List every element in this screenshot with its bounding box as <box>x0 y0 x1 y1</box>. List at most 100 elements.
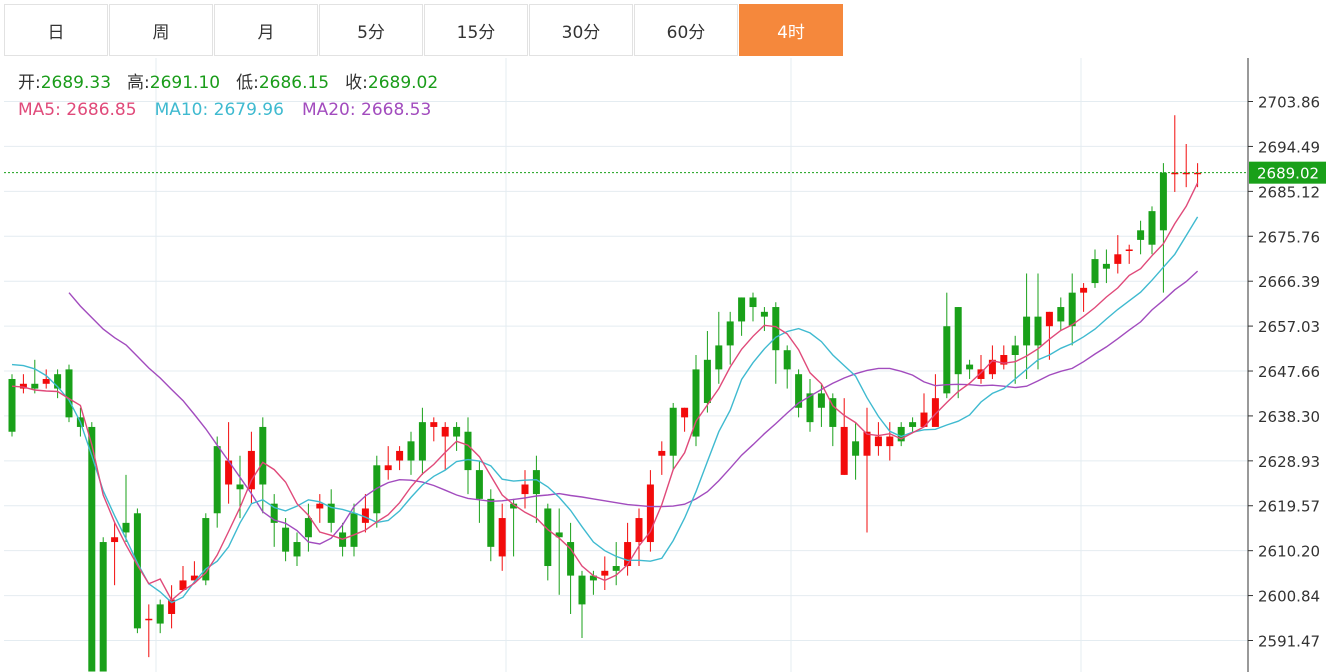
candle-body-66 <box>760 311 768 317</box>
low-label: 低: <box>236 73 259 93</box>
ma5-readout: MA5: 2686.85 <box>18 97 137 124</box>
candle-body-91 <box>1045 311 1053 327</box>
candle-body-71 <box>817 393 825 408</box>
tab-7[interactable]: 4时 <box>739 4 843 56</box>
price-tick-label-2: 2685.12 <box>1258 183 1320 201</box>
open-label: 开: <box>18 73 41 93</box>
chart-area[interactable]: 2703.86 2694.49 2685.12 2675.76 2666.39 2657.… <box>4 58 1326 672</box>
candle-body-0 <box>8 378 16 432</box>
candle-body-69 <box>795 374 803 408</box>
tab-6[interactable]: 60分 <box>634 4 738 56</box>
timeframe-tabs: 日周月 5分 15分 30分 60分 4时 <box>4 4 844 58</box>
candle-body-42 <box>487 498 495 547</box>
tab-1[interactable]: 周 <box>109 4 213 56</box>
candle-body-18 <box>213 446 221 514</box>
ma10-value: 2679.96 <box>213 100 284 120</box>
price-tick-label-10: 2610.20 <box>1258 543 1320 561</box>
close-value: 2689.02 <box>367 73 439 93</box>
price-tick-label-1: 2694.49 <box>1258 138 1320 156</box>
ohlc-row: 开: 2689.33 高: 2691.10 低: 2686.15 收: 2689… <box>18 70 454 97</box>
candle-body-89 <box>1023 316 1031 346</box>
candle-body-65 <box>749 297 757 308</box>
tab-2[interactable]: 月 <box>214 4 318 56</box>
candle-body-35 <box>407 441 415 461</box>
candle-body-8 <box>99 542 107 672</box>
candle-body-15 <box>179 580 187 591</box>
candle-body-3 <box>42 378 50 384</box>
candle-body-25 <box>293 542 301 557</box>
ma5-value: 2686.85 <box>66 100 137 120</box>
candle-body-34 <box>396 450 404 461</box>
candle-body-46 <box>532 470 540 495</box>
candle-body-17 <box>202 518 210 581</box>
candle-body-47 <box>544 508 552 567</box>
candle-body-19 <box>225 460 233 485</box>
candle-body-96 <box>1102 263 1110 269</box>
candle-body-45 <box>521 484 529 495</box>
candle-body-68 <box>783 350 791 370</box>
candle-body-58 <box>669 407 677 456</box>
price-tick-label-3: 2675.76 <box>1258 228 1320 246</box>
candle-body-83 <box>954 307 962 375</box>
tab-4[interactable]: 15分 <box>424 4 528 56</box>
price-tick-label-0: 2703.86 <box>1258 94 1320 112</box>
candle-body-43 <box>498 518 506 557</box>
candle-body-26 <box>304 518 312 538</box>
candle-body-54 <box>624 542 632 567</box>
candle-body-23 <box>270 503 278 523</box>
candle-body-59 <box>681 407 689 418</box>
candle-body-90 <box>1034 316 1042 346</box>
candle-body-51 <box>589 575 597 581</box>
close-label: 收: <box>345 73 368 93</box>
high-value: 2691.10 <box>149 73 221 93</box>
candle-body-1 <box>19 383 27 389</box>
candle-body-44 <box>510 503 518 509</box>
tab-3[interactable]: 5分 <box>319 4 423 56</box>
candle-body-57 <box>658 450 666 456</box>
price-tick-label-7: 2638.30 <box>1258 408 1320 426</box>
last-price-label: 2689.02 <box>1257 165 1319 183</box>
candle-body-63 <box>726 321 734 346</box>
candle-body-64 <box>738 297 746 322</box>
ma20-line <box>68 270 1199 545</box>
candle-body-92 <box>1057 307 1065 322</box>
tab-5[interactable]: 30分 <box>529 4 633 56</box>
last-price-badge <box>1249 161 1326 184</box>
candle-body-67 <box>772 307 780 351</box>
candle-body-4 <box>54 374 62 389</box>
ma-row: MA5: 2686.85 MA10: 2679.96 MA20: 2668.53 <box>18 97 454 124</box>
candle-body-9 <box>111 537 119 543</box>
candle-body-2 <box>31 383 39 389</box>
candlestick-chart[interactable]: 2703.86 2694.49 2685.12 2675.76 2666.39 2657.… <box>4 58 1326 672</box>
candle-body-16 <box>190 575 198 581</box>
candle-body-21 <box>247 450 255 490</box>
candle-body-24 <box>282 527 290 552</box>
candle-body-75 <box>863 431 871 456</box>
candle-body-50 <box>578 575 586 605</box>
ma20-value: 2668.53 <box>361 100 432 120</box>
candle-body-52 <box>601 570 609 576</box>
candle-body-20 <box>236 484 244 490</box>
candle-body-30 <box>350 513 358 547</box>
candle-body-39 <box>453 426 461 437</box>
candle-body-102 <box>1171 172 1179 175</box>
candle-body-22 <box>259 426 267 485</box>
candle-body-72 <box>829 398 837 427</box>
price-tick-label-12: 2591.47 <box>1258 633 1320 651</box>
candle-body-76 <box>874 436 882 447</box>
candle-body-94 <box>1080 287 1088 293</box>
candle-body-79 <box>909 422 917 427</box>
candle-body-103 <box>1182 172 1190 175</box>
open-value: 2689.33 <box>40 73 112 93</box>
candle-body-84 <box>966 364 974 370</box>
candle-body-101 <box>1159 172 1167 231</box>
candle-body-49 <box>567 542 575 576</box>
candle-body-81 <box>931 398 939 427</box>
candle-body-28 <box>327 503 335 523</box>
price-tick-label-5: 2657.03 <box>1258 318 1320 336</box>
tab-0[interactable]: 日 <box>4 4 108 56</box>
candle-body-74 <box>852 441 860 456</box>
candle-body-36 <box>418 422 426 461</box>
ma20-readout: MA20: 2668.53 <box>302 97 431 124</box>
candle-body-33 <box>384 465 392 471</box>
